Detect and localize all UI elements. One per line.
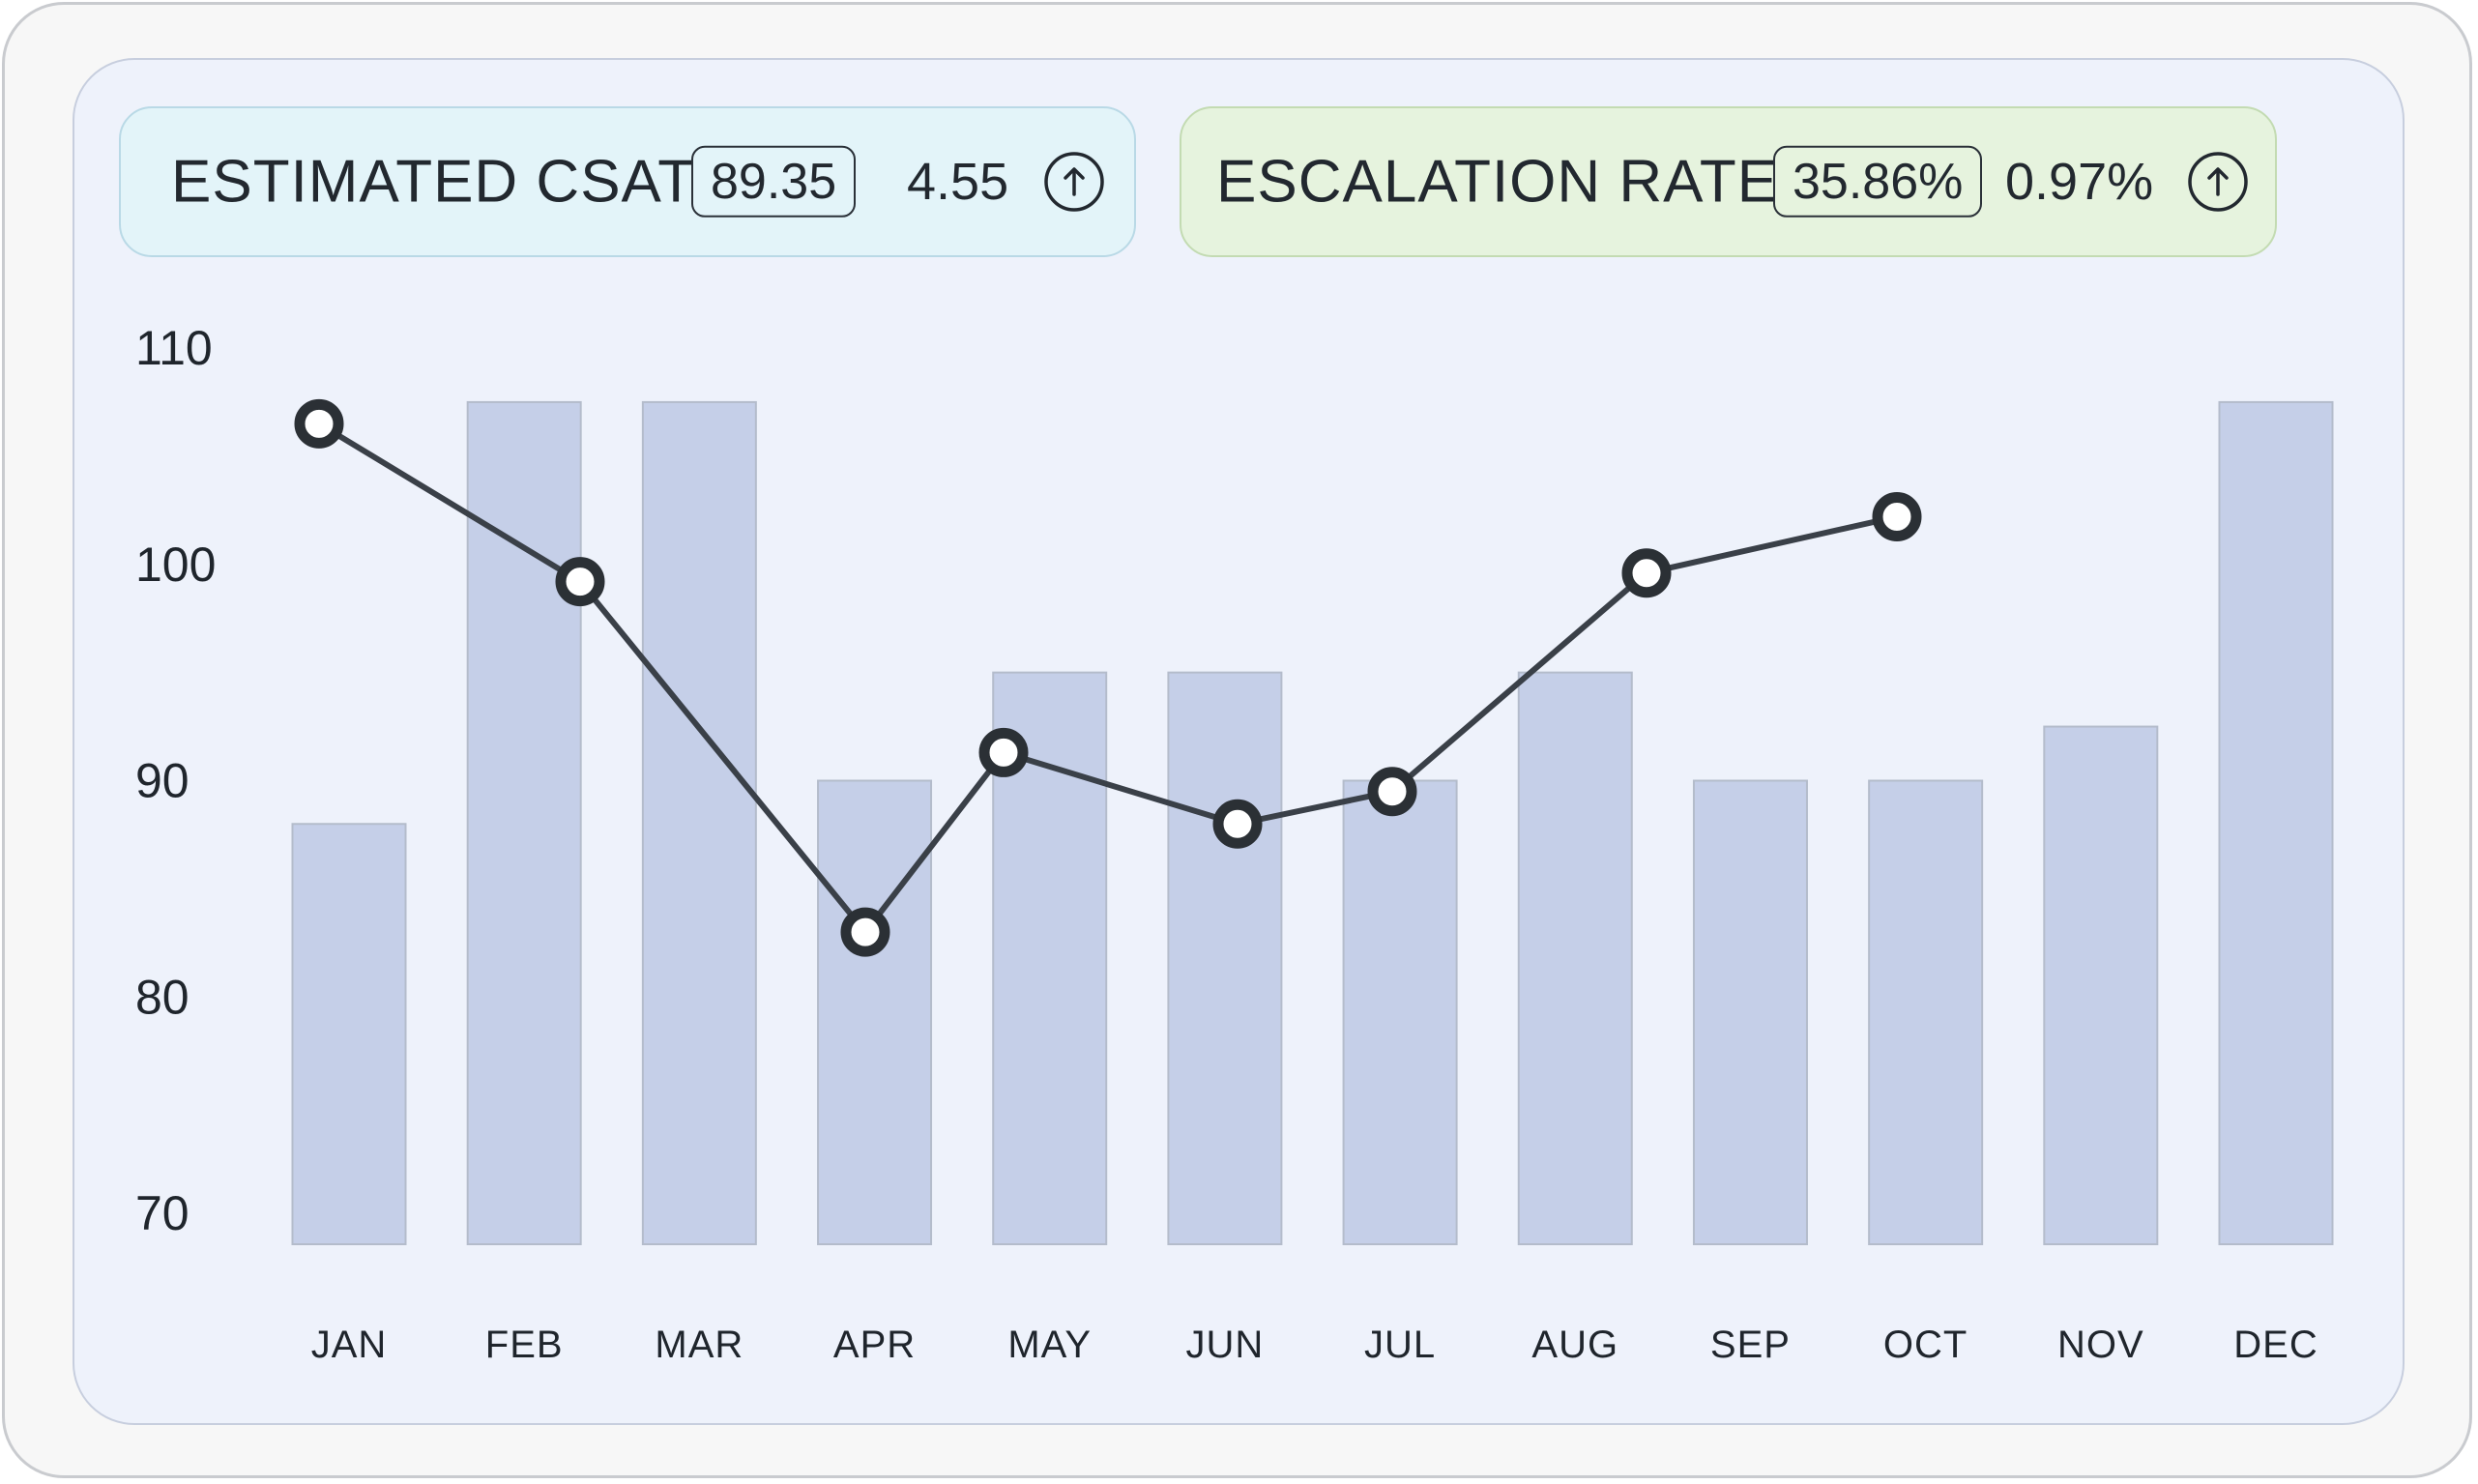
bar: [817, 779, 933, 1245]
line-point: [840, 907, 890, 957]
bar: [1342, 779, 1458, 1245]
kpi-title: ESTIMATED CSAT: [171, 148, 696, 216]
line-point: [1621, 548, 1672, 598]
kpi-title: ESCALATION RATE: [1216, 148, 1779, 216]
x-tick-label: DEC: [2233, 1324, 2318, 1366]
y-tick-label: 90: [135, 754, 189, 808]
kpi-delta: 4.55: [907, 153, 1009, 211]
y-tick-label: 100: [135, 538, 216, 592]
line-point: [555, 557, 605, 607]
x-tick-label: MAR: [655, 1324, 743, 1366]
line-point: [1872, 492, 1922, 542]
x-tick-label: NOV: [2057, 1324, 2144, 1366]
x-tick-label: AUG: [1531, 1324, 1618, 1366]
x-tick-label: JAN: [311, 1324, 388, 1366]
x-tick-label: OCT: [1883, 1324, 1968, 1366]
arrow-up-circle-icon: [1044, 152, 1104, 212]
kpi-delta: 0.97%: [2005, 153, 2154, 211]
bar: [2218, 400, 2334, 1245]
bar: [291, 823, 407, 1245]
bar: [1868, 779, 1984, 1245]
line-point: [294, 398, 344, 449]
x-tick-label: SEP: [1710, 1324, 1791, 1366]
bar: [641, 400, 757, 1245]
bar: [1692, 779, 1808, 1245]
line-point: [1367, 767, 1417, 817]
kpi-value: 89.35: [691, 145, 857, 218]
y-tick-label: 70: [135, 1186, 189, 1240]
y-tick-label: 110: [135, 321, 213, 375]
arrow-up-circle-icon: [2188, 152, 2248, 212]
x-tick-label: JUL: [1364, 1324, 1436, 1366]
x-tick-label: JUN: [1186, 1324, 1265, 1366]
x-tick-label: FEB: [485, 1324, 564, 1366]
kpi-card-escalation: ESCALATION RATE 35.86% 0.97%: [1180, 106, 2277, 257]
x-tick-label: APR: [833, 1324, 916, 1366]
line-point: [978, 727, 1029, 777]
x-tick-label: MAY: [1007, 1324, 1092, 1366]
y-tick-label: 80: [135, 970, 189, 1024]
kpi-card-csat: ESTIMATED CSAT 89.35 4.55: [119, 106, 1136, 257]
bar: [1517, 671, 1633, 1245]
bar: [2043, 725, 2159, 1245]
kpi-value: 35.86%: [1773, 145, 1983, 218]
bar: [1167, 671, 1283, 1245]
series-line: [316, 421, 1900, 936]
line-point: [1212, 799, 1263, 849]
bar: [466, 400, 582, 1245]
